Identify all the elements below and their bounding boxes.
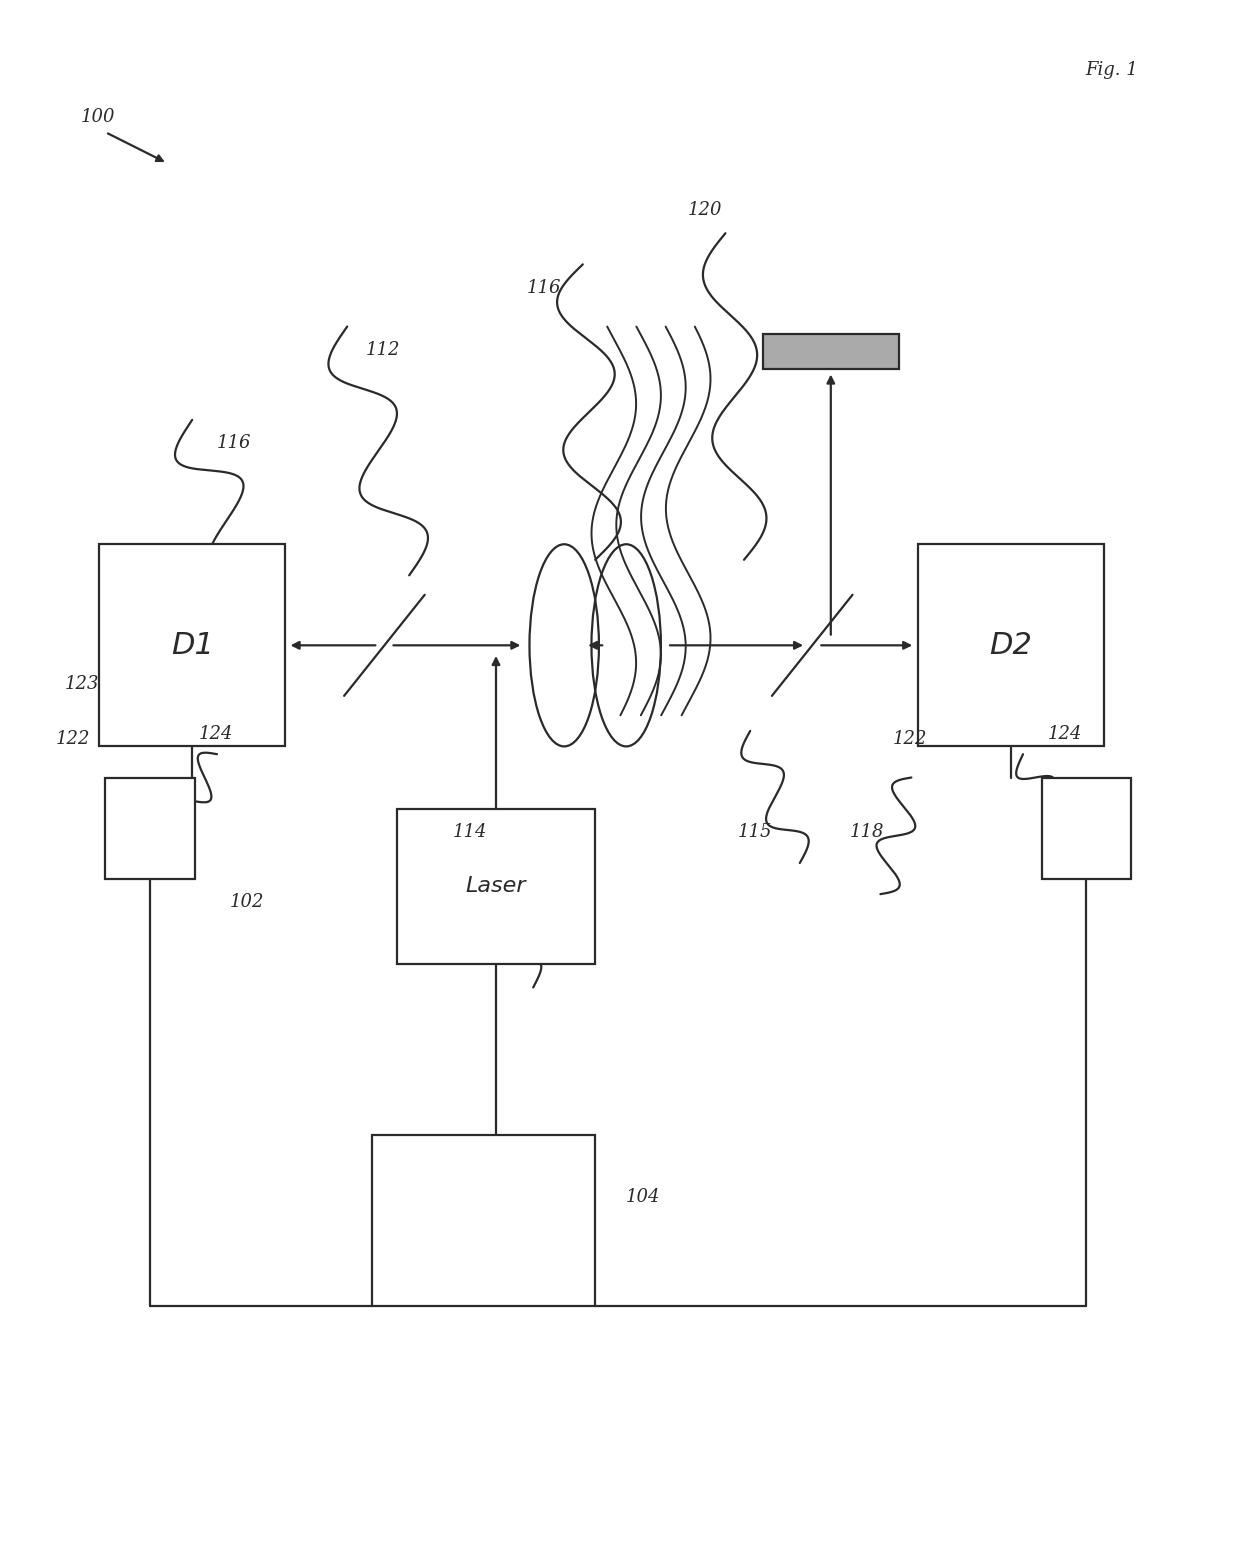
Text: 122: 122	[56, 729, 91, 748]
Bar	[1042, 778, 1131, 879]
Bar	[397, 809, 595, 964]
Bar	[763, 334, 899, 369]
Text: 124: 124	[198, 725, 233, 743]
Text: 116: 116	[527, 278, 562, 297]
Text: 114: 114	[453, 823, 487, 841]
Bar	[918, 544, 1104, 746]
Text: 115: 115	[738, 823, 773, 841]
Text: Fig. 1: Fig. 1	[1085, 61, 1138, 79]
Text: 104: 104	[626, 1188, 661, 1207]
Bar	[105, 778, 195, 879]
Bar	[372, 1135, 595, 1306]
Text: 124: 124	[1048, 725, 1083, 743]
Text: 102: 102	[229, 893, 264, 911]
Text: 100: 100	[81, 107, 115, 126]
Text: D2: D2	[990, 631, 1032, 659]
Text: 123: 123	[64, 675, 99, 694]
Text: 116: 116	[217, 434, 252, 453]
Text: 120: 120	[688, 201, 723, 219]
Text: 118: 118	[849, 823, 884, 841]
Text: 122: 122	[893, 729, 928, 748]
Text: Laser: Laser	[466, 877, 526, 896]
Text: D1: D1	[171, 631, 213, 659]
Bar	[99, 544, 285, 746]
Text: 112: 112	[366, 341, 401, 359]
